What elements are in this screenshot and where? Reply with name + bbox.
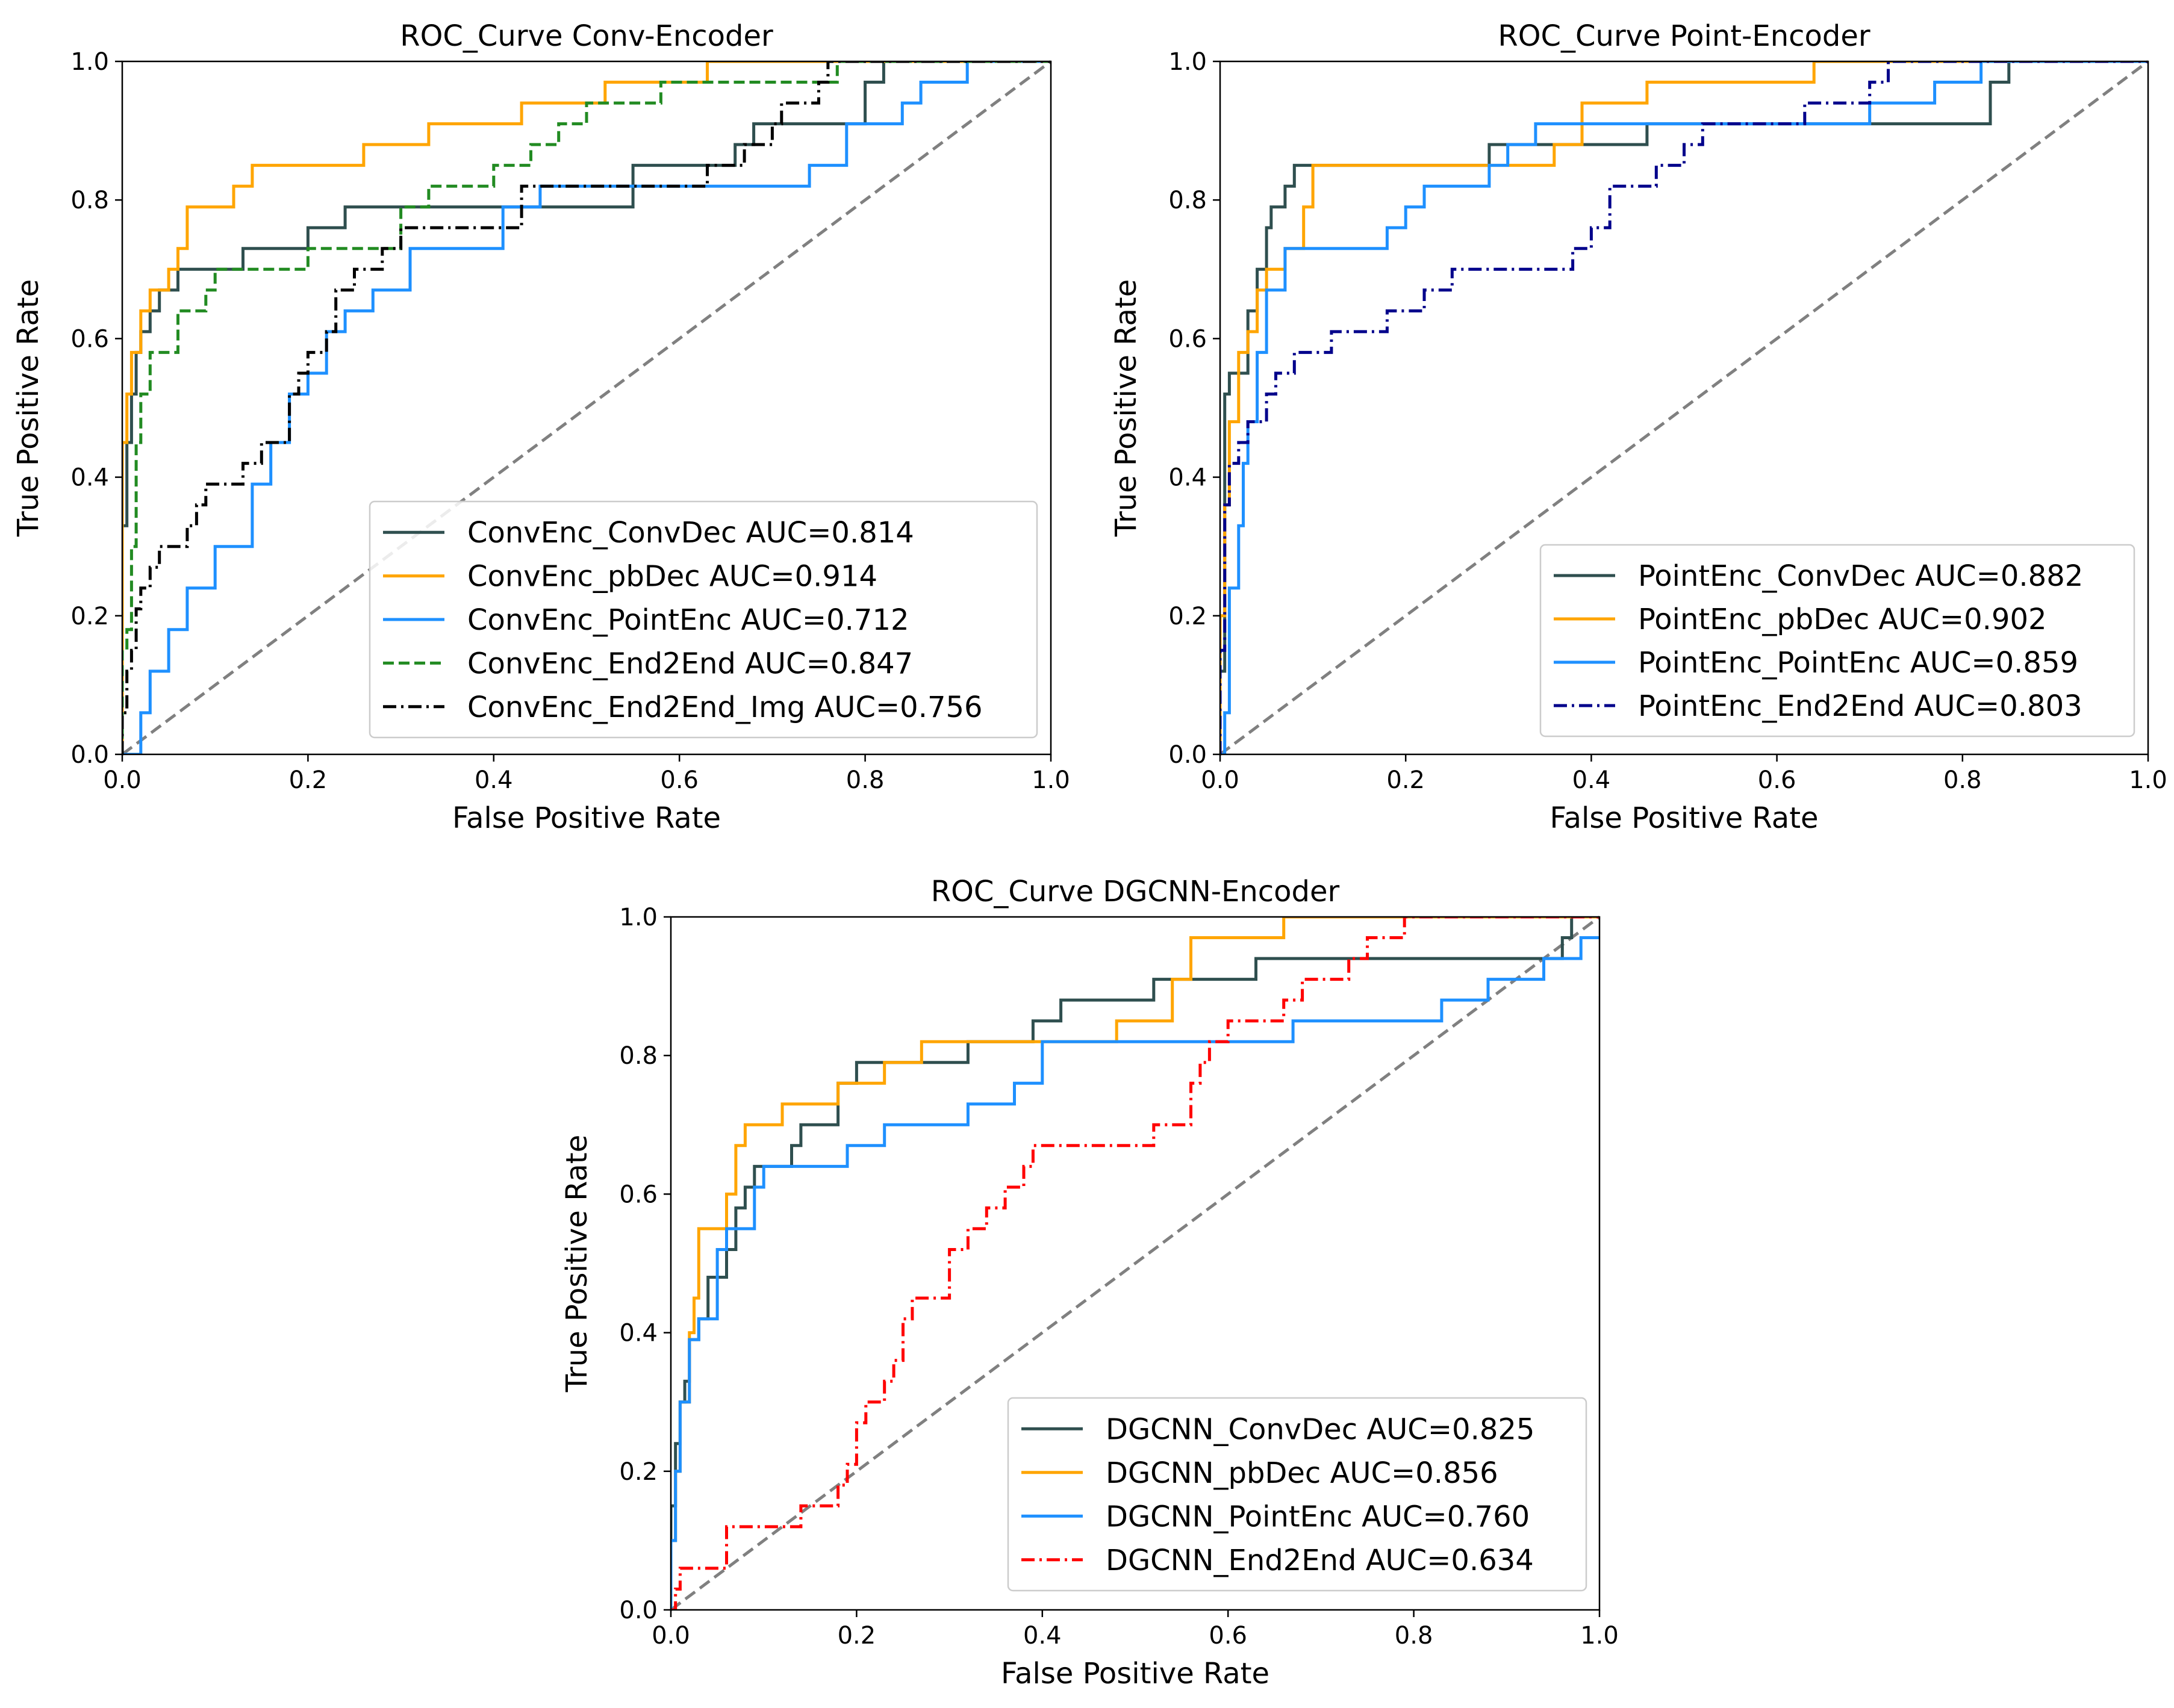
legend: PointEnc_ConvDec AUC=0.882 PointEnc_pbDec… [1539,544,2135,738]
series-line-2 [1220,61,2148,754]
x-tick-label: 0.0 [103,766,142,794]
y-tick-label: 1.0 [619,904,658,931]
series-group [122,61,1051,754]
series-line-0 [671,917,1599,1610]
x-axis-label: False Positive Rate [1001,1657,1269,1691]
y-tick-label: 0.2 [1168,603,1207,630]
y-tick-label: 1.0 [1168,48,1207,76]
y-tick-label: 0.8 [1168,187,1207,214]
y-tick-label: 0.0 [1168,741,1207,769]
legend-box [369,500,1038,739]
legend-entry-2: DGCNN_PointEnc AUC=0.760 [1106,1500,1530,1533]
y-tick-label: 0.4 [619,1320,658,1347]
series-line-3 [671,917,1599,1610]
x-tick-label: 0.6 [660,766,699,794]
legend-entry-3: ConvEnc_End2End AUC=0.847 [467,647,913,680]
chart-panel-0: 0.0 0.2 0.4 0.6 0.8 1.0 0.0 0.2 0.4 0.6 0.8 1.0 ROC_… [11,19,1070,835]
x-tick-label: 1.0 [2129,766,2167,794]
legend-entry-0: PointEnc_ConvDec AUC=0.882 [1638,559,2083,593]
y-tick-label: 0.4 [1168,464,1207,492]
legend-entry-0: DGCNN_ConvDec AUC=0.825 [1106,1412,1534,1446]
y-tick-label: 0.0 [70,741,109,769]
chart-title: ROC_Curve Conv-Encoder [400,19,773,53]
chart-title: ROC_Curve DGCNN-Encoder [931,875,1340,908]
series-line-0 [1220,61,2148,754]
y-axis-label: True Positive Rate [11,279,45,538]
series-line-2 [671,936,1599,1610]
legend-entry-1: PointEnc_pbDec AUC=0.902 [1638,603,2047,636]
legend-entry-4: ConvEnc_End2End_Img AUC=0.756 [467,691,983,724]
x-axis-label: False Positive Rate [1550,801,1818,835]
series-line-1 [122,61,1051,754]
series-group [1220,61,2148,754]
x-tick-label: 0.0 [1201,766,1239,794]
diagonal-reference-line [1219,60,2149,756]
x-tick-label: 0.4 [1572,766,1611,794]
y-tick-label: 0.4 [70,464,109,492]
y-tick-label: 0.6 [1168,325,1207,353]
legend-entry-0: ConvEnc_ConvDec AUC=0.814 [467,516,914,550]
legend: DGCNN_ConvDec AUC=0.825 DGCNN_pbDec AUC=0… [1007,1397,1587,1592]
diagonal-reference-line [121,60,1052,756]
x-tick-label: 0.0 [652,1622,690,1650]
axes-frame [670,916,1601,1611]
x-tick-label: 0.4 [1023,1622,1062,1650]
x-tick-label: 0.4 [475,766,513,794]
y-tick-label: 1.0 [70,48,109,76]
axes-frame [1219,60,2149,756]
legend-entry-2: PointEnc_PointEnc AUC=0.859 [1638,646,2078,680]
legend-box [1007,1397,1587,1592]
x-tick-label: 1.0 [1580,1622,1619,1650]
legend-entry-1: DGCNN_pbDec AUC=0.856 [1106,1456,1498,1490]
x-tick-label: 0.6 [1758,766,1796,794]
series-line-3 [122,61,1051,754]
y-tick-label: 0.0 [619,1597,658,1624]
legend-entry-3: PointEnc_End2End AUC=0.803 [1638,689,2082,723]
x-tick-label: 1.0 [1032,766,1070,794]
series-line-0 [122,61,1051,754]
y-axis-label: True Positive Rate [1109,279,1143,538]
y-tick-label: 0.2 [619,1458,658,1486]
y-tick-label: 0.6 [70,325,109,353]
x-tick-label: 0.8 [1943,766,1982,794]
x-axis-label: False Positive Rate [452,801,721,835]
y-tick-label: 0.8 [619,1042,658,1070]
legend-entry-2: ConvEnc_PointEnc AUC=0.712 [467,603,909,637]
axes-frame [121,60,1052,756]
legend: ConvEnc_ConvDec AUC=0.814 ConvEnc_pbDec A… [369,500,1038,739]
x-tick-label: 0.6 [1209,1622,1247,1650]
series-group [671,917,1599,1610]
chart-panel-1: 0.0 0.2 0.4 0.6 0.8 1.0 0.0 0.2 0.4 0.6 0.8 1.0 ROC_… [1109,19,2167,835]
x-tick-label: 0.8 [846,766,885,794]
legend-entry-1: ConvEnc_pbDec AUC=0.914 [467,560,877,594]
x-tick-label: 0.2 [1386,766,1425,794]
x-tick-label: 0.2 [838,1622,876,1650]
y-tick-label: 0.2 [70,603,109,630]
diagonal-reference-line [670,915,1601,1612]
x-tick-label: 0.2 [289,766,328,794]
y-tick-label: 0.8 [70,187,109,214]
legend-box [1539,544,2135,738]
series-line-4 [122,61,1051,754]
chart-title: ROC_Curve Point-Encoder [1498,19,1870,53]
chart-panel-2: 0.0 0.2 0.4 0.6 0.8 1.0 0.0 0.2 0.4 0.6 0.8 1.0 ROC_… [560,875,1619,1691]
y-tick-label: 0.6 [619,1181,658,1208]
legend-entry-3: DGCNN_End2End AUC=0.634 [1106,1544,1534,1577]
series-line-3 [1220,61,2148,754]
x-tick-label: 0.8 [1395,1622,1433,1650]
y-axis-label: True Positive Rate [560,1135,594,1393]
